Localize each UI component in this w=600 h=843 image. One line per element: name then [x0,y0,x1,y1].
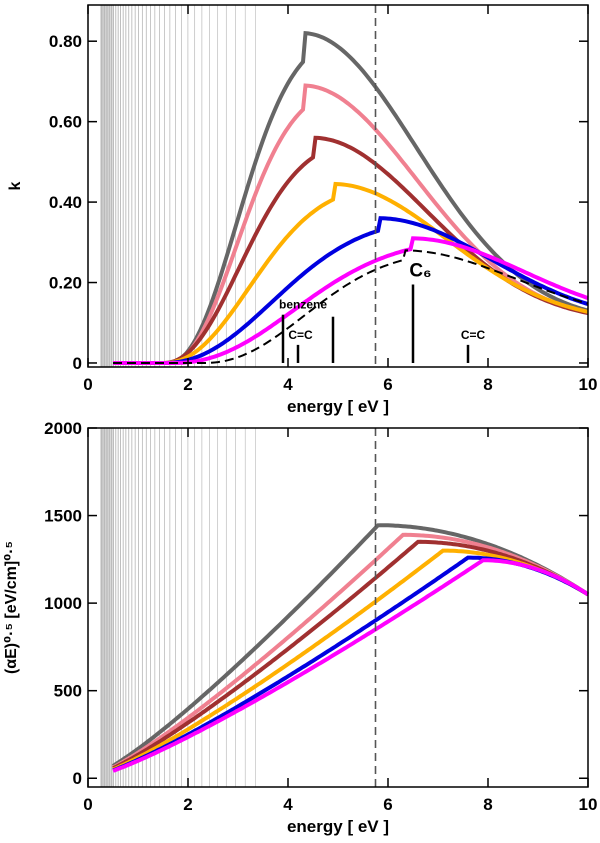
panel-bottom: 0 2 4 6 8 10 0 500 1000 1500 2000 energy [ eV ] (αE)… [3,419,597,836]
x-tick-label: 6 [383,795,392,814]
y-tick-label: 0.80 [49,32,82,51]
x-tick-label: 4 [283,795,293,814]
y-tick-label: 0.60 [49,113,82,132]
x-axis-label: energy [ eV ] [287,817,389,836]
x-tick-label: 0 [83,795,92,814]
series-line-6 [113,249,589,364]
plot-frame [87,4,589,368]
series-line-5 [112,558,590,773]
panel-top: benzene C=C C₆ C=C 0 2 4 6 8 10 0 0.20 0.40 0.60 0.80 e… [7,4,598,416]
annotation-3: C=C [461,328,486,342]
annotation-2: C₆ [409,261,431,282]
series-line-3 [112,548,590,772]
y-tick-label: 0 [73,354,82,373]
spectral-band [100,5,113,367]
series-line-4 [113,216,589,365]
annotation-0: benzene [279,298,327,312]
x-tick-label: 0 [83,375,92,394]
series-line-0 [113,31,589,365]
y-axis-label: (αE)⁰·⁵ [eV/cm]⁰·⁵ [3,541,20,674]
series-line-1 [112,532,590,770]
spectral-lines [100,5,256,367]
y-tick-label: 0.40 [49,193,82,212]
series-line-5 [113,236,589,365]
x-tick-label: 8 [483,375,492,394]
x-tick-label: 6 [383,375,392,394]
curves [113,31,589,365]
series-line-2 [113,135,589,365]
series-line-1 [113,83,589,365]
annotation-1: C=C [288,328,313,342]
series-line-3 [113,181,589,365]
x-tick-label: 10 [579,375,598,394]
x-axis-label: energy [ eV ] [287,397,389,416]
x-tick-label: 10 [579,795,598,814]
plot-frame [87,427,589,788]
x-tick-label: 2 [183,795,192,814]
y-tick-label: 2000 [44,419,82,438]
x-tick-label: 8 [483,795,492,814]
x-tick-label: 4 [283,375,293,394]
y-tick-label: 1500 [44,507,82,526]
series-line-2 [112,539,590,771]
y-tick-label: 500 [54,682,82,701]
y-axis-label: k [7,181,24,190]
y-tick-label: 0 [73,769,82,788]
spectral-band [100,428,113,787]
series-line-0 [111,523,590,768]
y-tick-label: 0.20 [49,274,82,293]
x-tick-label: 2 [183,375,192,394]
curves [111,523,590,773]
spectral-lines [100,428,256,787]
y-tick-label: 1000 [44,594,82,613]
